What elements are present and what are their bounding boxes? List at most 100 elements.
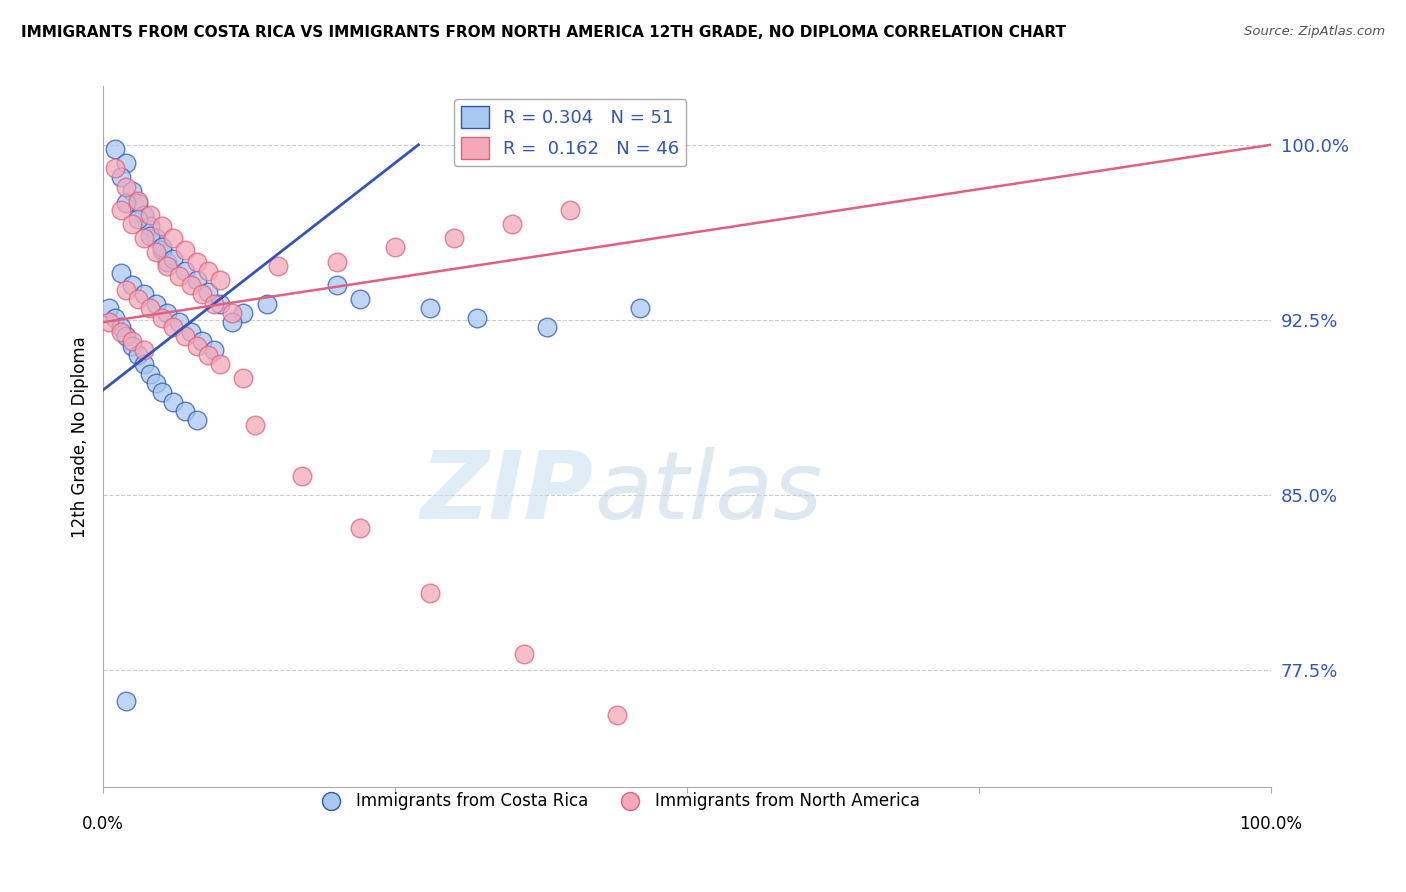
Point xyxy=(180,325,202,339)
Point xyxy=(104,161,127,175)
Point xyxy=(115,179,138,194)
Point xyxy=(145,231,167,245)
Point xyxy=(110,266,132,280)
Point xyxy=(208,296,231,310)
Point xyxy=(173,404,195,418)
Point xyxy=(465,310,488,325)
Point xyxy=(150,240,173,254)
Point xyxy=(191,334,214,348)
Point xyxy=(139,208,162,222)
Point xyxy=(132,343,155,358)
Point xyxy=(443,231,465,245)
Point xyxy=(104,310,127,325)
Text: Source: ZipAtlas.com: Source: ZipAtlas.com xyxy=(1244,25,1385,38)
Point xyxy=(121,338,143,352)
Point xyxy=(145,376,167,390)
Legend: Immigrants from Costa Rica, Immigrants from North America: Immigrants from Costa Rica, Immigrants f… xyxy=(308,786,927,817)
Point xyxy=(150,310,173,325)
Point xyxy=(127,292,149,306)
Point xyxy=(110,319,132,334)
Point xyxy=(325,277,347,292)
Text: 0.0%: 0.0% xyxy=(82,815,124,833)
Point xyxy=(162,319,184,334)
Point xyxy=(208,273,231,287)
Point xyxy=(186,273,208,287)
Text: 100.0%: 100.0% xyxy=(1240,815,1302,833)
Point xyxy=(501,217,523,231)
Point xyxy=(162,394,184,409)
Point xyxy=(606,707,628,722)
Point xyxy=(197,285,219,299)
Point xyxy=(115,196,138,211)
Point xyxy=(536,319,558,334)
Text: ZIP: ZIP xyxy=(420,447,593,539)
Point xyxy=(384,240,406,254)
Point xyxy=(150,385,173,400)
Point xyxy=(162,252,184,267)
Point xyxy=(173,329,195,343)
Point xyxy=(139,219,162,234)
Point xyxy=(202,296,225,310)
Text: atlas: atlas xyxy=(593,447,823,538)
Point xyxy=(150,219,173,234)
Point xyxy=(512,647,534,661)
Point xyxy=(349,521,371,535)
Point xyxy=(232,306,254,320)
Point xyxy=(243,417,266,432)
Point xyxy=(115,329,138,343)
Point xyxy=(162,231,184,245)
Point xyxy=(267,259,290,273)
Point xyxy=(127,212,149,227)
Point xyxy=(139,367,162,381)
Point xyxy=(121,277,143,292)
Point xyxy=(127,348,149,362)
Point xyxy=(110,325,132,339)
Point xyxy=(173,243,195,257)
Point xyxy=(186,338,208,352)
Point xyxy=(110,170,132,185)
Point xyxy=(132,357,155,371)
Point xyxy=(156,259,179,273)
Point xyxy=(167,315,190,329)
Point xyxy=(98,315,121,329)
Point xyxy=(121,217,143,231)
Point xyxy=(115,156,138,170)
Point xyxy=(145,296,167,310)
Point xyxy=(419,586,441,600)
Y-axis label: 12th Grade, No Diploma: 12th Grade, No Diploma xyxy=(72,335,89,538)
Point xyxy=(132,287,155,301)
Point xyxy=(173,264,195,278)
Point xyxy=(127,196,149,211)
Point xyxy=(191,287,214,301)
Point xyxy=(232,371,254,385)
Point xyxy=(156,254,179,268)
Point xyxy=(139,301,162,316)
Point xyxy=(150,243,173,257)
Point xyxy=(132,208,155,222)
Point xyxy=(110,203,132,218)
Point xyxy=(291,469,314,483)
Point xyxy=(139,228,162,243)
Point xyxy=(349,292,371,306)
Point xyxy=(325,254,347,268)
Point xyxy=(127,194,149,208)
Point xyxy=(180,277,202,292)
Point xyxy=(145,245,167,260)
Point xyxy=(186,254,208,268)
Text: IMMIGRANTS FROM COSTA RICA VS IMMIGRANTS FROM NORTH AMERICA 12TH GRADE, NO DIPLO: IMMIGRANTS FROM COSTA RICA VS IMMIGRANTS… xyxy=(21,25,1066,40)
Point xyxy=(221,306,243,320)
Point xyxy=(256,296,278,310)
Point xyxy=(121,334,143,348)
Point xyxy=(98,301,121,316)
Point xyxy=(115,283,138,297)
Point xyxy=(197,348,219,362)
Point xyxy=(560,203,582,218)
Point xyxy=(197,264,219,278)
Point xyxy=(104,143,127,157)
Point xyxy=(156,306,179,320)
Point xyxy=(628,301,651,316)
Point xyxy=(121,185,143,199)
Point xyxy=(208,357,231,371)
Point xyxy=(419,301,441,316)
Point xyxy=(115,693,138,707)
